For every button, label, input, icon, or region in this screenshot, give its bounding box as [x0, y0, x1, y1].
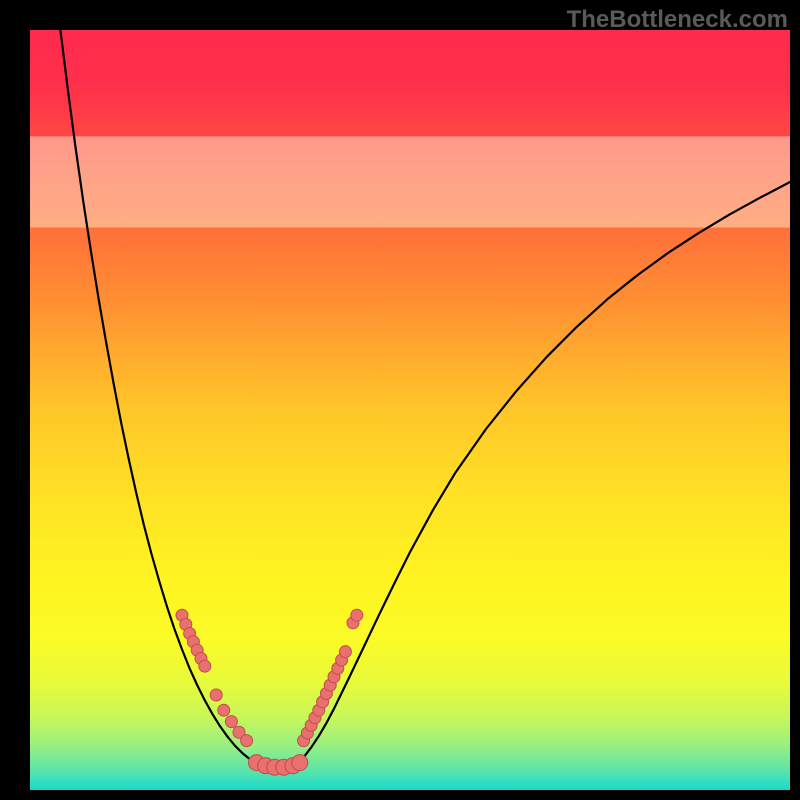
curve-svg-layer — [30, 30, 790, 790]
data-marker — [241, 735, 253, 747]
curve-right — [296, 182, 790, 765]
data-marker — [218, 704, 230, 716]
chart-outer-frame: TheBottleneck.com — [0, 0, 800, 800]
data-marker — [339, 646, 351, 658]
data-marker — [292, 755, 308, 771]
data-marker — [351, 609, 363, 621]
watermark-text: TheBottleneck.com — [567, 6, 788, 34]
data-marker — [210, 689, 222, 701]
plot-area — [30, 30, 790, 790]
data-marker — [225, 716, 237, 728]
data-marker — [199, 660, 211, 672]
highlight-band — [30, 136, 790, 227]
